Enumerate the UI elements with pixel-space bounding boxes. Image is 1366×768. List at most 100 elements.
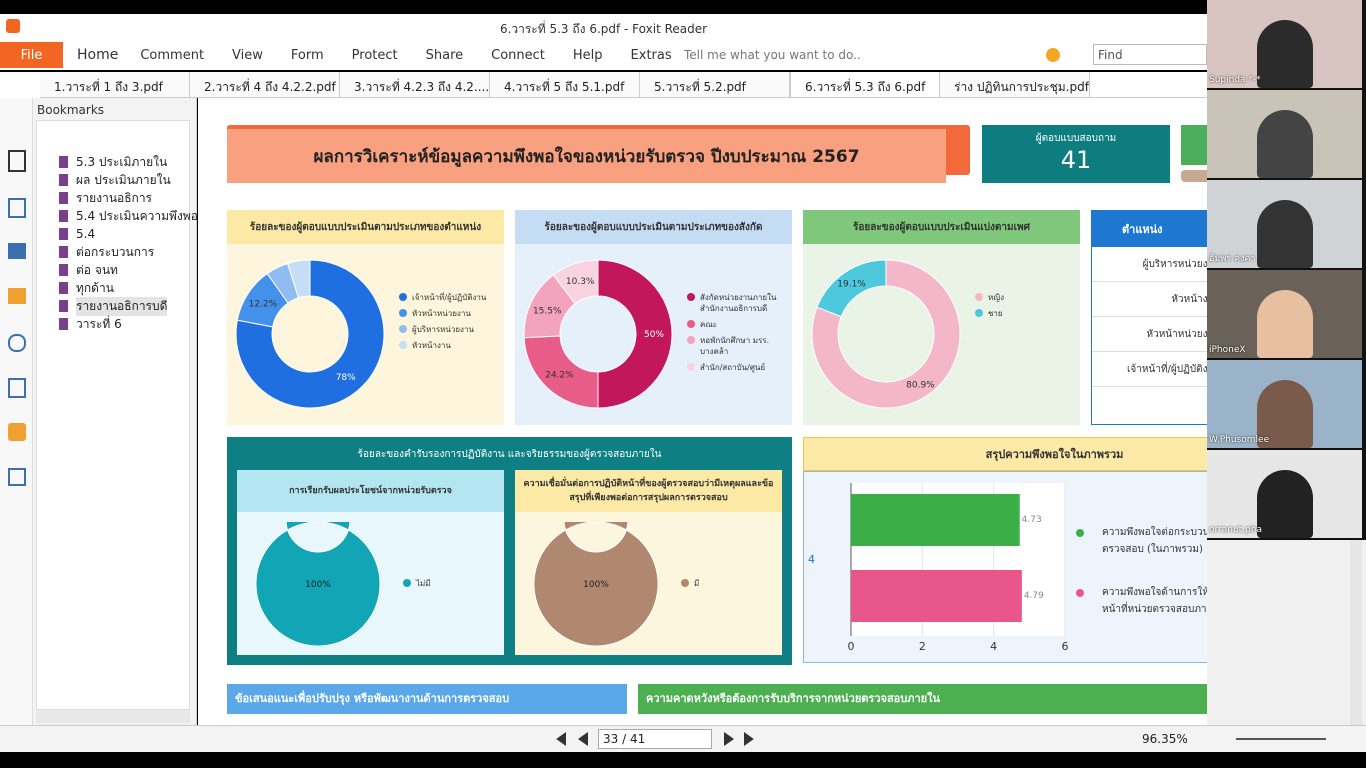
- bookmark-item[interactable]: รายงานอธิการบดี: [47, 296, 191, 316]
- next-page[interactable]: [724, 732, 734, 746]
- card-partial-shadow: [1181, 170, 1207, 182]
- prev-page[interactable]: [578, 732, 588, 746]
- donut-slice: [534, 522, 658, 646]
- document-tab[interactable]: 3.วาระที่ 4.2.3 ถึง 4.2....: [340, 72, 490, 97]
- ribbon-tab[interactable]: File: [0, 42, 63, 68]
- search-tool[interactable]: [8, 468, 26, 486]
- document-tab[interactable]: ร่าง ปฏิทินการประชุม.pdf: [940, 72, 1090, 97]
- bookmark-item[interactable]: รายงานอธิการ: [47, 189, 191, 207]
- footer-section[interactable]: ความคาดหวังหรือต้องการรับบริการจากหน่วยต…: [638, 684, 1207, 714]
- legend-label: หัวหน้างาน: [412, 341, 451, 350]
- ribbon-tab[interactable]: Help: [572, 47, 603, 63]
- document-tab[interactable]: 2.วาระที่ 4 ถึง 4.2.2.pdf: [190, 72, 340, 97]
- x-tick-label: 6: [1062, 640, 1069, 653]
- bookmark-label: ต่อกระบวนการ: [76, 244, 155, 259]
- legend-swatch: [687, 293, 695, 301]
- bookmark-item[interactable]: ต่อกระบวนการ: [47, 243, 191, 261]
- bookmark-item[interactable]: 5.4 ประเมินความพึงพอ: [47, 207, 198, 225]
- v-scrollbar[interactable]: [1350, 540, 1362, 725]
- slice-label: 15.5%: [533, 306, 562, 316]
- document-tab[interactable]: 4.วาระที่ 5 ถึง 5.1.pdf: [490, 72, 640, 97]
- document-tab[interactable]: 1.วาระที่ 1 ถึง 3.pdf: [40, 72, 190, 97]
- window-title: 6.วาระที่ 5.3 ถึง 6.pdf - Foxit Reader: [499, 22, 708, 36]
- legend: ไม่มี: [403, 578, 493, 594]
- slice-label: 78%: [336, 373, 356, 383]
- legend-item: ผู้บริหารหน่วยงาน: [399, 324, 499, 335]
- slice-label: 100%: [305, 580, 331, 590]
- ribbon-tab[interactable]: View: [232, 47, 263, 63]
- legend-swatch: [1076, 529, 1084, 537]
- h-scrollbar[interactable]: [36, 710, 190, 723]
- participant-name: iPhoneX: [1209, 345, 1246, 355]
- last-page[interactable]: [744, 732, 754, 746]
- pages-tool[interactable]: [8, 198, 26, 218]
- first-page[interactable]: [556, 732, 566, 746]
- bookmark-item[interactable]: 5.4: [47, 225, 191, 243]
- legend-item: หัวหน้าหน่วยงาน: [399, 308, 499, 319]
- ribbon-tab[interactable]: Comment: [140, 47, 205, 63]
- legend-label: สังกัดหน่วยงานภายใน สำนักงานอธิการบดี: [700, 293, 777, 313]
- table-cell: หัวหน้างาน: [1171, 293, 1207, 305]
- legend-label: หญิง: [988, 293, 1004, 302]
- sub-panel-header: การเรียกรับผลประโยชน์จากหน่วยรับตรวจ: [237, 470, 504, 512]
- feedback-icon[interactable]: [1046, 48, 1060, 62]
- bookmark-tool[interactable]: [8, 150, 26, 172]
- ribbon-tab[interactable]: Form: [290, 47, 324, 63]
- donut-slice: [552, 259, 599, 305]
- summary-legend: ความพึงพอใจต่อกระบวนการปฏิบัติงานตรวจสอบ…: [1076, 524, 1207, 618]
- zoom-slider[interactable]: [1236, 738, 1326, 740]
- page-input[interactable]: 33 / 41: [598, 729, 712, 749]
- bookmark-item[interactable]: ต่อ จนท: [47, 261, 191, 279]
- bookmark-label: ต่อ จนท: [76, 262, 118, 277]
- attachments-tool[interactable]: [8, 334, 26, 352]
- footer-section-title: ความคาดหวังหรือต้องการรับบริการจากหน่วยต…: [646, 692, 941, 705]
- bookmark-item[interactable]: 5.3 ประเมิภายใน: [47, 153, 191, 171]
- legend-swatch: [399, 309, 407, 317]
- table-row: หัวหน้างาน: [1092, 282, 1207, 317]
- document-tab[interactable]: 5.วาระที่ 5.2.pdf: [640, 72, 790, 97]
- find-box[interactable]: Find: [1093, 44, 1207, 65]
- legend-item: ชาย: [975, 308, 1075, 319]
- table-cell: ผู้บริหารหน่วยงาน: [1142, 258, 1207, 270]
- participant-figure: [1257, 290, 1313, 358]
- document-tab[interactable]: 6.วาระที่ 5.3 ถึง 6.pdf: [790, 72, 940, 97]
- ribbon-tab[interactable]: Share: [425, 47, 464, 63]
- slice-label: 10.3%: [566, 277, 595, 287]
- legend-item: เจ้าหน้าที่/ผู้ปฏิบัติงาน: [399, 292, 499, 303]
- sub-panel-header: ความเชื่อมั่นต่อการปฏิบัติหน้าที่ของผู้ต…: [515, 470, 782, 512]
- legend-label: ไม่มี: [416, 579, 431, 588]
- tool-strip: [0, 98, 33, 725]
- document-page: ผลการวิเคราะห์ข้อมูลความพึงพอใจของหน่วยร…: [198, 98, 1207, 725]
- ribbon-tab[interactable]: Connect: [491, 47, 545, 63]
- bookmark-item[interactable]: ผล ประเมินภายใน: [47, 171, 191, 189]
- slice-label: 80.9%: [906, 380, 935, 390]
- bookmark-label: รายงานอธิการบดี: [76, 296, 168, 316]
- legend: หญิงชาย: [975, 292, 1075, 324]
- slice-label: 50%: [644, 330, 664, 340]
- comments-tool[interactable]: [8, 288, 26, 304]
- zoom-level[interactable]: 96.35%: [1142, 732, 1188, 746]
- title-bar: 6.วาระที่ 5.3 ถึง 6.pdf - Foxit Reader: [0, 14, 1207, 40]
- bookmark-icon: [59, 246, 68, 258]
- bookmark-label: วาระที่ 6: [76, 316, 122, 331]
- bookmark-item[interactable]: วาระที่ 6: [47, 315, 191, 333]
- ribbon-tab[interactable]: Extras: [630, 47, 672, 63]
- legend-label: ความพึงพอใจด้านการให้บริการของเจ้าหน้าที…: [1102, 587, 1207, 615]
- summary-header: สรุปความพึงพอใจในภาพรวม: [803, 437, 1207, 471]
- tell-me[interactable]: Tell me what you want to do..: [684, 48, 861, 62]
- donut-chart: 80.9% 19.1%: [811, 259, 961, 409]
- layers-tool[interactable]: [8, 243, 26, 259]
- bookmarks-title: Bookmarks: [37, 103, 105, 117]
- footer-section[interactable]: ข้อเสนอแนะเพื่อปรับปรุง หรือพัฒนางานด้าน…: [227, 684, 627, 714]
- x-tick-label: 4: [990, 640, 997, 653]
- legend-label: คณะ: [700, 320, 718, 329]
- ribbon-tab[interactable]: Home: [77, 47, 119, 63]
- ribbon-tab[interactable]: Protect: [351, 47, 398, 63]
- legend-item: หญิง: [975, 292, 1075, 303]
- legend-label: เจ้าหน้าที่/ผู้ปฏิบัติงาน: [412, 293, 487, 302]
- security-tool[interactable]: [8, 423, 26, 441]
- legend: มี: [681, 578, 771, 594]
- signature-tool[interactable]: [8, 378, 26, 398]
- right-area: [1207, 540, 1366, 725]
- bookmark-item[interactable]: ทุกด้าน: [47, 279, 191, 297]
